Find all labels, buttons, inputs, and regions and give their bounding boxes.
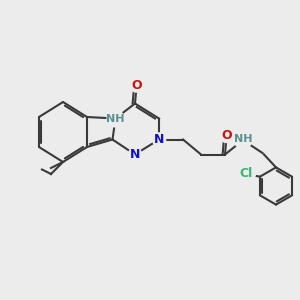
Circle shape [237, 165, 255, 183]
Text: N: N [154, 133, 164, 146]
Text: O: O [131, 79, 142, 92]
Circle shape [220, 129, 233, 142]
Text: Cl: Cl [240, 167, 253, 180]
Text: O: O [221, 129, 232, 142]
Circle shape [128, 148, 142, 161]
Text: NH: NH [234, 134, 252, 145]
Circle shape [107, 110, 124, 127]
Text: NH: NH [106, 113, 125, 124]
Circle shape [234, 130, 252, 148]
Circle shape [130, 79, 143, 92]
Circle shape [152, 133, 166, 146]
Text: N: N [130, 148, 140, 161]
